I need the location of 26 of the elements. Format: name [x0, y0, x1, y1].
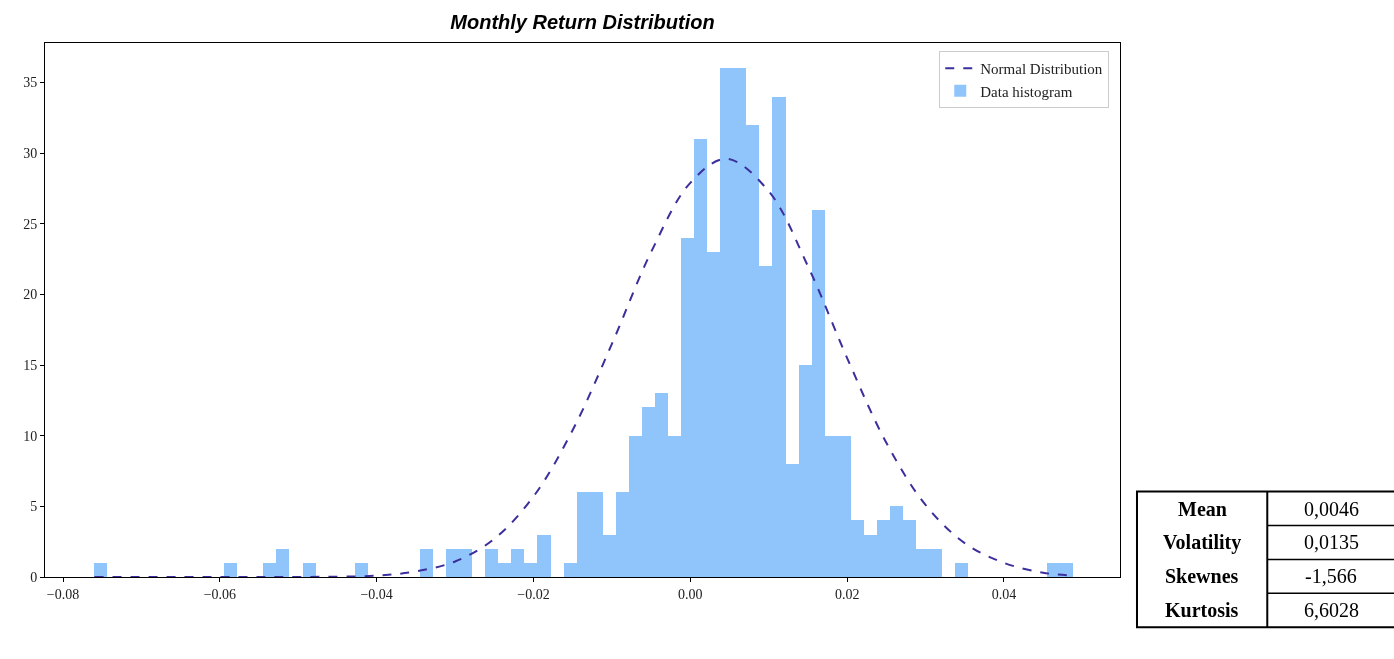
y-tick-label: 0: [30, 569, 38, 585]
y-tick-label: 20: [23, 287, 38, 303]
x-tick-label: 0.02: [834, 586, 860, 602]
legend-label: Normal Distribution: [980, 61, 1103, 78]
y-tick-label: 5: [30, 499, 38, 515]
legend-label: Data histogram: [980, 83, 1073, 100]
text: 6,6028: [1304, 599, 1359, 621]
x-tick-label: −0.08: [46, 586, 80, 602]
x-tick-label: 0.04: [991, 586, 1017, 602]
x-tick-label: −0.04: [360, 586, 393, 602]
text: Volatility: [1163, 531, 1242, 554]
text: Skewnes: [1165, 565, 1239, 587]
y-tick-label: 35: [23, 75, 38, 91]
x-tick-label: −0.02: [517, 586, 550, 602]
text: -1,566: [1305, 565, 1357, 587]
y-tick-label: 30: [23, 146, 38, 162]
y-tick-label: 15: [23, 358, 38, 373]
y-tick-label: 10: [23, 428, 38, 444]
y-tick-label: 25: [23, 216, 38, 232]
text: Mean: [1178, 498, 1227, 520]
text: 0,0046: [1304, 498, 1359, 520]
x-tick-label: 0.00: [678, 586, 703, 602]
text: Kurtosis: [1165, 599, 1239, 621]
x-tick-label: −0.06: [203, 586, 237, 602]
chart-title: Monthly Return Distribution: [450, 11, 715, 33]
text: 0,0135: [1304, 531, 1359, 553]
